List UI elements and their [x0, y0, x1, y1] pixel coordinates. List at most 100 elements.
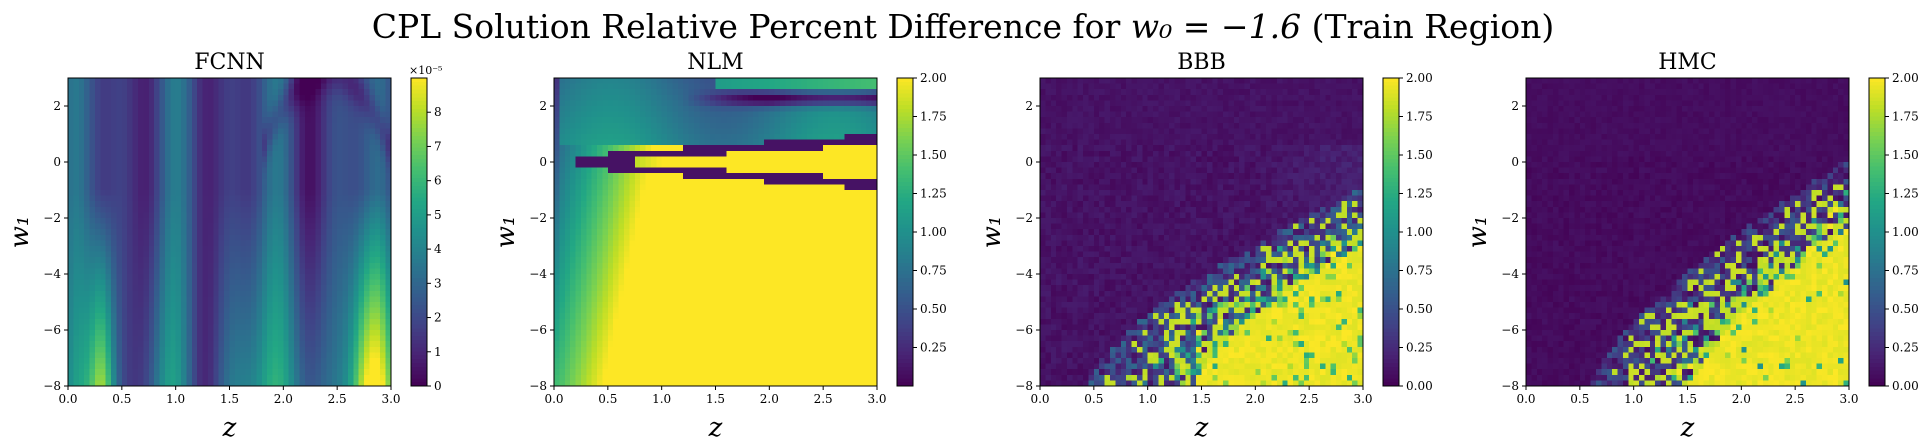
heatmap-cell [672, 279, 679, 286]
heatmap-cell [672, 313, 679, 320]
heatmap-cell [283, 190, 290, 197]
heatmap-cell [68, 190, 74, 197]
heatmap-cell [202, 307, 209, 314]
heatmap-cell [677, 150, 684, 157]
heatmap-cell [229, 341, 236, 348]
heatmap-cell [240, 145, 247, 152]
heatmap-cell [347, 302, 354, 309]
heatmap-cell [667, 89, 674, 96]
heatmap-cell [73, 358, 80, 365]
heatmap-cell [347, 369, 354, 376]
heatmap-cell [704, 106, 711, 113]
heatmap-cell [154, 106, 161, 113]
heatmap-cell [699, 128, 706, 135]
heatmap-cell [597, 335, 604, 342]
heatmap-cell [331, 206, 338, 213]
heatmap-cell [656, 150, 663, 157]
heatmap-cell [213, 83, 220, 90]
heatmap-cell [667, 218, 674, 225]
heatmap-cell [261, 262, 268, 269]
heatmap-cell [591, 206, 598, 213]
heatmap-cell [559, 324, 566, 331]
heatmap-cell [310, 167, 317, 174]
heatmap-cell [347, 285, 354, 292]
heatmap-cell [294, 100, 301, 107]
heatmap-cell [385, 128, 392, 135]
heatmap-cell [575, 307, 582, 314]
heatmap-cell [277, 100, 284, 107]
heatmap-cell [310, 246, 317, 253]
heatmap-cell [154, 324, 161, 331]
heatmap-cell [591, 212, 598, 219]
heatmap-cell [580, 111, 587, 118]
heatmap-cell [100, 201, 107, 208]
heatmap-cell [245, 106, 252, 113]
heatmap-cell [661, 78, 668, 85]
colorbar-segment [411, 282, 427, 287]
heatmap-cell [358, 324, 365, 331]
heatmap-cell [272, 335, 279, 342]
heatmap-cell [554, 234, 560, 241]
colorbar-segment [411, 78, 427, 83]
y-tick-label: −4 [43, 267, 61, 281]
heatmap-cell [105, 122, 112, 129]
heatmap-cell [234, 251, 241, 258]
heatmap-cell [321, 106, 327, 113]
heatmap-cell [570, 352, 577, 359]
heatmap-cell [89, 279, 96, 286]
heatmap-cell [154, 94, 161, 101]
heatmap-cell [218, 167, 225, 174]
heatmap-cell [186, 346, 193, 353]
heatmap-cell [693, 178, 700, 185]
heatmap-cell [143, 346, 150, 353]
heatmap-cell [267, 358, 274, 365]
heatmap-cell [623, 139, 630, 146]
heatmap-cell [613, 139, 620, 146]
heatmap-cell [272, 206, 279, 213]
heatmap-cell [380, 178, 387, 185]
heatmap-cell [267, 223, 274, 230]
colorbar-tick-label: 6 [434, 174, 442, 188]
heatmap-cell [607, 173, 614, 180]
heatmap-cell [116, 145, 123, 152]
heatmap-cell [677, 139, 684, 146]
heatmap-cell [111, 195, 118, 202]
heatmap-cell [688, 352, 695, 359]
heatmap-cell [699, 89, 706, 96]
heatmap-cell [154, 285, 161, 292]
heatmap-cell [564, 134, 571, 141]
heatmap-cell [277, 167, 284, 174]
heatmap-cell [127, 369, 134, 376]
heatmap-cell [677, 346, 684, 353]
heatmap-cell [207, 335, 214, 342]
heatmap-cell [374, 369, 381, 376]
heatmap-cell [245, 285, 252, 292]
heatmap-cell [385, 184, 392, 191]
heatmap-cell [310, 229, 317, 236]
heatmap-cell [105, 290, 112, 297]
heatmap-cell [347, 268, 354, 275]
heatmap-cell [364, 307, 371, 314]
heatmap-cell [277, 240, 284, 247]
heatmap-cell [385, 324, 392, 331]
heatmap-cell [234, 374, 241, 381]
heatmap-cell [213, 374, 220, 381]
heatmap-cell [272, 173, 279, 180]
heatmap-cell [597, 117, 604, 124]
heatmap-cell [261, 83, 268, 90]
heatmap-cell [245, 162, 252, 169]
heatmap-cell [353, 145, 360, 152]
heatmap-cell [304, 302, 311, 309]
heatmap-cell [586, 89, 593, 96]
heatmap-cell [347, 89, 354, 96]
heatmap-cell [629, 134, 636, 141]
heatmap-cell [564, 335, 571, 342]
heatmap-cell [277, 173, 284, 180]
heatmap-cell [245, 307, 252, 314]
heatmap-cell [256, 212, 263, 219]
heatmap-cell [374, 145, 381, 152]
heatmap-cell [68, 330, 74, 337]
heatmap-cell [283, 89, 290, 96]
heatmap-cell [672, 190, 679, 197]
heatmap-cell [121, 313, 128, 320]
